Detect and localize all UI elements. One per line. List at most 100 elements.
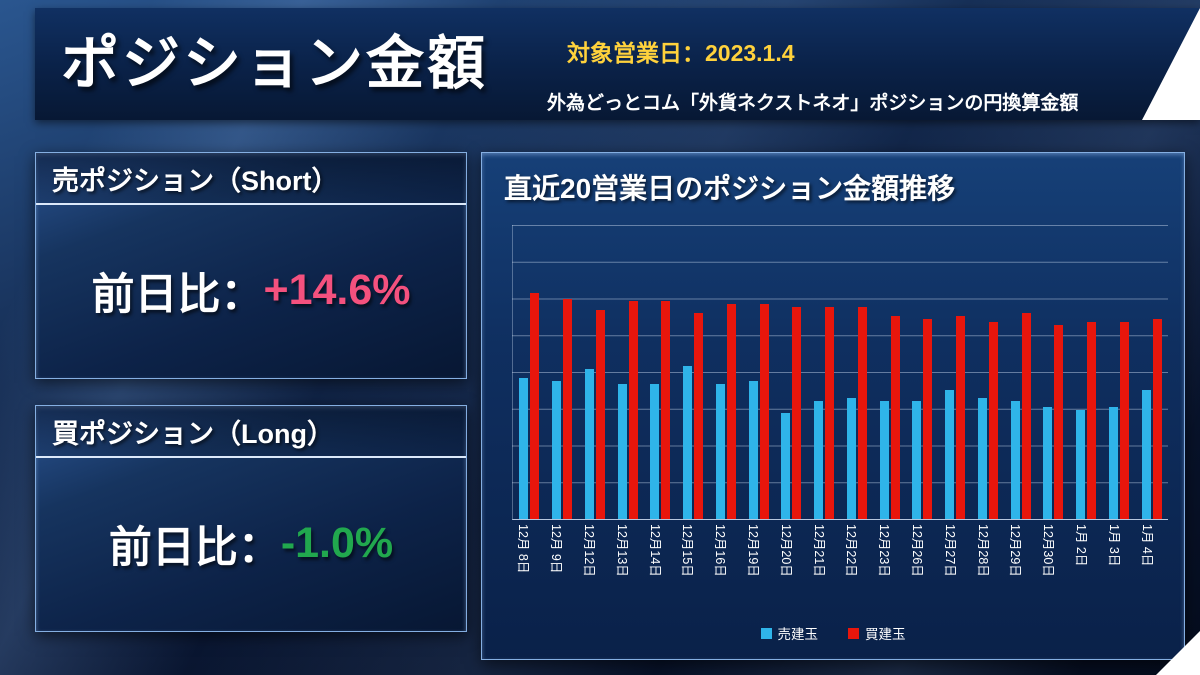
- legend-swatch: [848, 627, 859, 639]
- bar-売建玉: [781, 413, 791, 519]
- x-axis-label: 12月 8日: [516, 524, 531, 574]
- bar-買建玉: [890, 316, 900, 519]
- short-panel-body: 前日比： +14.6%: [36, 205, 466, 376]
- x-axis-label: 1月 3日: [1106, 524, 1121, 567]
- bar-group: [546, 225, 579, 519]
- bar-chart-plot-area: [512, 225, 1168, 520]
- bar-買建玉: [1087, 322, 1097, 519]
- bar-group: [808, 225, 841, 519]
- bar-売建玉: [912, 401, 922, 519]
- bar-group: [972, 225, 1005, 519]
- bar-group: [775, 225, 808, 519]
- chart-legend: 売建玉 買建玉: [482, 616, 1184, 650]
- bar-売建玉: [519, 377, 529, 519]
- bar-group: [906, 225, 939, 519]
- long-dod-value: -1.0%: [280, 519, 394, 567]
- bar-買建玉: [595, 310, 605, 519]
- bar-買建玉: [988, 322, 998, 519]
- bar-group: [1135, 225, 1168, 519]
- x-axis-label: 12月26日: [909, 524, 924, 577]
- x-axis-label: 12月21日: [811, 524, 826, 577]
- long-panel-title: 買ポジション（Long）: [36, 406, 466, 458]
- bar-買建玉: [1119, 322, 1129, 519]
- bar-買建玉: [1021, 313, 1031, 519]
- bar-group: [513, 225, 546, 519]
- short-dod-label: 前日比：: [91, 270, 264, 319]
- bar-買建玉: [563, 298, 573, 519]
- legend-label: 買建玉: [865, 627, 906, 642]
- bar-買建玉: [1054, 324, 1064, 519]
- bar-group: [644, 225, 677, 519]
- page-corner-triangle: [1156, 631, 1200, 675]
- bar-group: [939, 225, 972, 519]
- long-position-panel: 買ポジション（Long） 前日比： -1.0%: [35, 405, 467, 632]
- bar-売建玉: [977, 398, 987, 519]
- x-axis-label: 12月29日: [1008, 524, 1023, 577]
- x-axis-label: 12月30日: [1041, 524, 1056, 577]
- bar-買建玉: [956, 316, 966, 519]
- bar-売建玉: [617, 383, 627, 519]
- bar-group: [611, 225, 644, 519]
- bar-売建玉: [945, 389, 955, 519]
- bar-売建玉: [584, 369, 594, 519]
- position-trend-chart-panel: 直近20営業日のポジション金額推移 12月 8日 12月 9日 12月12日 12月1…: [481, 152, 1185, 660]
- business-day-label: 対象営業日：2023.1.4: [567, 40, 795, 66]
- x-axis-labels: 12月 8日 12月 9日 12月12日 12月13日 12月14日 12月15日 12月1…: [512, 520, 1168, 616]
- x-axis-label: 1月 4日: [1139, 524, 1154, 567]
- bar-買建玉: [726, 304, 736, 519]
- x-axis-label: 12月15日: [680, 524, 695, 577]
- bar-売建玉: [1043, 407, 1053, 519]
- bar-買建玉: [923, 319, 933, 519]
- header-corner-triangle: [1142, 8, 1200, 120]
- legend-item: 買建玉: [848, 623, 906, 643]
- x-axis-label: 12月13日: [614, 524, 629, 577]
- short-dod-value: +14.6%: [263, 266, 411, 314]
- bar-買建玉: [825, 307, 835, 519]
- bar-group: [579, 225, 612, 519]
- bar-group: [1103, 225, 1136, 519]
- bar-group: [1004, 225, 1037, 519]
- x-axis-label: 12月 9日: [549, 524, 564, 574]
- x-axis-label: 12月19日: [745, 524, 760, 577]
- legend-label: 売建玉: [777, 627, 819, 642]
- bar-買建玉: [694, 313, 704, 519]
- bar-group: [677, 225, 710, 519]
- chart-title: 直近20営業日のポジション金額推移: [504, 173, 956, 204]
- x-axis-label: 12月20日: [778, 524, 793, 577]
- bar-買建玉: [530, 292, 540, 519]
- bar-買建玉: [792, 307, 802, 519]
- bar-買建玉: [759, 304, 769, 519]
- x-axis-label: 12月28日: [975, 524, 990, 577]
- x-axis-label: 12月16日: [713, 524, 728, 577]
- bar-売建玉: [879, 401, 889, 519]
- bar-買建玉: [1152, 319, 1162, 519]
- bar-group: [841, 225, 874, 519]
- bar-売建玉: [1141, 389, 1151, 519]
- bar-買建玉: [628, 301, 638, 519]
- x-axis-label: 12月22日: [844, 524, 859, 577]
- short-position-panel: 売ポジション（Short） 前日比： +14.6%: [35, 152, 467, 379]
- x-axis-label: 1月 2日: [1073, 524, 1088, 567]
- bar-売建玉: [552, 380, 562, 519]
- page-title: ポジション金額: [61, 31, 489, 96]
- bar-売建玉: [1108, 407, 1118, 519]
- header-banner: ポジション金額 対象営業日：2023.1.4 外為どっとコム「外貨ネクストネオ」…: [35, 8, 1200, 120]
- long-panel-body: 前日比： -1.0%: [36, 458, 466, 629]
- x-axis-label: 12月12日: [581, 524, 596, 577]
- short-panel-title: 売ポジション（Short）: [36, 153, 466, 205]
- bar-group: [742, 225, 775, 519]
- bar-売建玉: [1010, 401, 1020, 519]
- bar-group: [873, 225, 906, 519]
- bar-売建玉: [846, 398, 856, 519]
- bar-売建玉: [748, 380, 758, 519]
- x-axis-label: 12月23日: [877, 524, 892, 577]
- long-dod-label: 前日比：: [108, 523, 281, 572]
- legend-item: 売建玉: [760, 623, 819, 643]
- bar-売建玉: [1076, 410, 1086, 519]
- x-axis-label: 12月14日: [647, 524, 662, 577]
- bar-売建玉: [683, 366, 693, 519]
- bar-売建玉: [650, 383, 660, 519]
- header-subtitle: 外為どっとコム「外貨ネクストネオ」ポジションの円換算金額: [547, 93, 1079, 114]
- bar-group: [1070, 225, 1103, 519]
